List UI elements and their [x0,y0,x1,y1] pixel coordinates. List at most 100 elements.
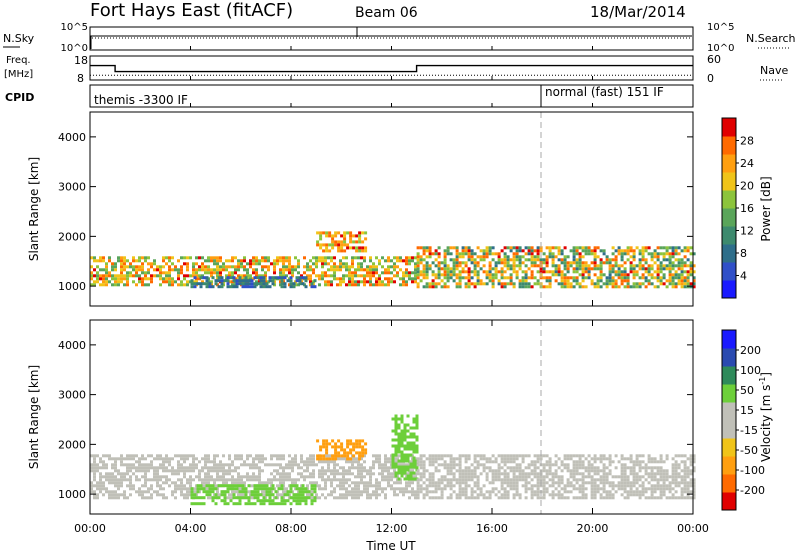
scatter-cell [653,490,657,494]
scatter-cell [295,484,299,488]
scatter-cell [322,442,326,446]
scatter-cell [198,472,201,476]
scatter-cell [357,460,360,464]
colorbar-swatch [722,402,736,421]
scatter-cell [345,256,348,260]
scatter-cell [144,256,147,260]
scatter-cell [518,466,522,470]
scatter-cell [198,469,201,473]
scatter-cell [99,256,102,260]
scatter-cell [117,283,120,287]
scatter-cell [692,487,696,491]
scatter-cell [479,463,483,467]
scatter-cell [533,255,537,259]
scatter-cell [256,484,260,488]
scatter-cell [578,457,582,461]
scatter-cell [524,481,528,485]
scatter-cell [512,493,516,497]
scatter-cell [686,279,690,283]
scatter-cell [455,258,459,262]
scatter-cell [578,246,582,250]
scatter-cell [201,478,204,482]
scatter-cell [425,478,429,482]
scatter-cell [521,454,525,458]
scatter-cell [686,481,690,485]
scatter-cell [222,472,225,476]
scatter-cell [422,463,426,467]
scatter-cell [656,273,660,277]
scatter-cell [593,490,597,494]
scatter-cell [159,271,162,275]
scatter-cell [360,490,363,494]
scatter-cell [662,493,666,497]
scatter-cell [361,246,365,250]
colorbar-tick-label: -100 [740,464,765,477]
scatter-cell [689,454,693,458]
scatter-cell [301,484,305,488]
scatter-cell [614,282,618,286]
scatter-cell [342,457,345,461]
scatter-cell [563,487,567,491]
scatter-cell [629,469,633,473]
scatter-cell [138,466,141,470]
scatter-cell [437,463,441,467]
scatter-cell [240,274,243,278]
scatter-cell [488,493,492,497]
scatter-cell [306,463,309,467]
scatter-cell [488,481,492,485]
scatter-cell [346,445,350,449]
scatter-cell [375,460,378,464]
scatter-cell [593,267,597,271]
scatter-cell [677,463,681,467]
scatter-cell [387,268,390,272]
scatter-cell [548,279,552,283]
scatter-cell [198,460,201,464]
scatter-cell [291,463,294,467]
scatter-cell [204,478,207,482]
scatter-cell [199,282,203,286]
scatter-cell [226,285,230,289]
scatter-cell [428,460,432,464]
scatter-cell [258,274,261,278]
scatter-cell [318,274,321,278]
scatter-cell [416,264,420,268]
scatter-cell [261,481,264,485]
scatter-cell [378,481,381,485]
scatter-cell [482,463,486,467]
scatter-cell [339,484,342,488]
scatter-cell [458,264,462,268]
scatter-cell [569,282,573,286]
scatter-cell [381,475,384,479]
scatter-cell [566,496,570,500]
scatter-cell [443,270,447,274]
scatter-cell [656,478,660,482]
scatter-cell [683,276,687,280]
scatter-cell [431,481,435,485]
scatter-cell [300,460,303,464]
scatter-cell [575,270,579,274]
scatter-cell [455,246,459,250]
scatter-cell [590,487,594,491]
scatter-cell [509,454,513,458]
scatter-cell [686,270,690,274]
scatter-cell [339,457,342,461]
scatter-cell [443,478,447,482]
y-tick-label: 3000 [58,389,86,402]
scatter-cell [213,259,216,263]
scatter-cell [611,282,615,286]
scatter-cell [635,478,639,482]
scatter-cell [500,481,504,485]
scatter-cell [518,454,522,458]
scatter-cell [123,256,126,260]
scatter-cell [611,487,615,491]
scatter-cell [536,264,540,268]
scatter-cell [159,478,162,482]
scatter-cell [201,481,204,485]
scatter-cell [384,271,387,275]
scatter-cell [387,271,390,275]
scatter-cell [306,460,309,464]
scatter-cell [551,252,555,256]
scatter-cell [171,268,174,272]
scatter-cell [355,439,359,443]
